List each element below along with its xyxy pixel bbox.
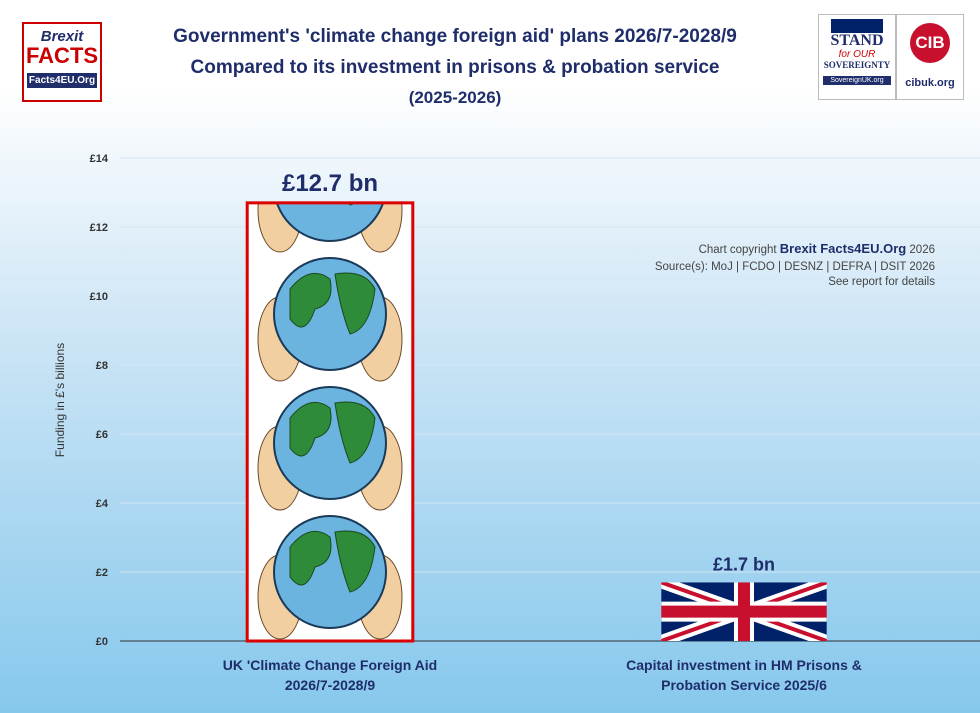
- logo-text: STAND: [830, 32, 884, 49]
- copyright: Chart copyright Brexit Facts4EU.Org 2026: [699, 241, 935, 256]
- bar-image: [247, 202, 413, 641]
- copyright-brand: Brexit Facts4EU.Org: [779, 241, 907, 256]
- y-tick-label: £4: [96, 498, 109, 510]
- logo-text: SOVEREIGNTY: [823, 60, 891, 70]
- land: [289, 401, 376, 464]
- y-tick-label: £10: [90, 291, 108, 303]
- y-tick-label: £0: [96, 636, 108, 648]
- chart-title: Compared to its investment in prisons & …: [190, 57, 720, 78]
- globe: [275, 202, 385, 242]
- value-label: £12.7 bn: [282, 170, 378, 197]
- x-tick-label: UK 'Climate Change Foreign Aid 2026/7-20…: [222, 657, 438, 693]
- logo-text: FACTS: [25, 43, 99, 68]
- logo-flag: [831, 19, 883, 33]
- copyright-prefix: Chart copyright: [698, 244, 777, 256]
- logo-text: cibuk.org: [905, 77, 955, 89]
- y-tick-label: £14: [90, 153, 109, 165]
- land: [289, 530, 376, 593]
- logo-text: for OUR: [838, 49, 876, 60]
- logo-sovereign: STAND for OUR SOVEREIGNTY SovereignUK.or…: [818, 14, 896, 100]
- x-tick-label: Capital investment in HM Prisons & Proba…: [626, 657, 862, 693]
- note: See report for details: [828, 276, 935, 288]
- chart-title: Government's 'climate change foreign aid…: [173, 26, 737, 47]
- copyright-year: 2026: [909, 244, 935, 256]
- flag: [661, 582, 827, 641]
- logo-cib: CIB cibuk.org: [896, 14, 964, 100]
- y-tick-label: £8: [96, 360, 108, 372]
- logo-text: Brexit: [40, 28, 84, 45]
- logo-text: CIB: [910, 23, 950, 63]
- sources: Source(s): MoJ | FCDO | DESNZ | DEFRA | …: [654, 261, 935, 273]
- logo-text: Facts4EU.Org: [27, 73, 97, 88]
- land: [289, 272, 376, 335]
- y-tick-label: £12: [90, 222, 108, 234]
- logo-brexit-facts: Brexit FACTS Facts4EU.Org: [22, 22, 102, 102]
- value-label: £1.7 bn: [713, 554, 775, 574]
- bar-image: [661, 582, 827, 641]
- bar: [245, 201, 415, 643]
- y-axis-label: Funding in £'s billions: [53, 343, 67, 457]
- chart-title: (2025-2026): [408, 88, 502, 107]
- logo-text: SovereignUK.org: [823, 76, 891, 85]
- y-tick-label: £2: [96, 567, 108, 579]
- y-tick-label: £6: [96, 429, 108, 441]
